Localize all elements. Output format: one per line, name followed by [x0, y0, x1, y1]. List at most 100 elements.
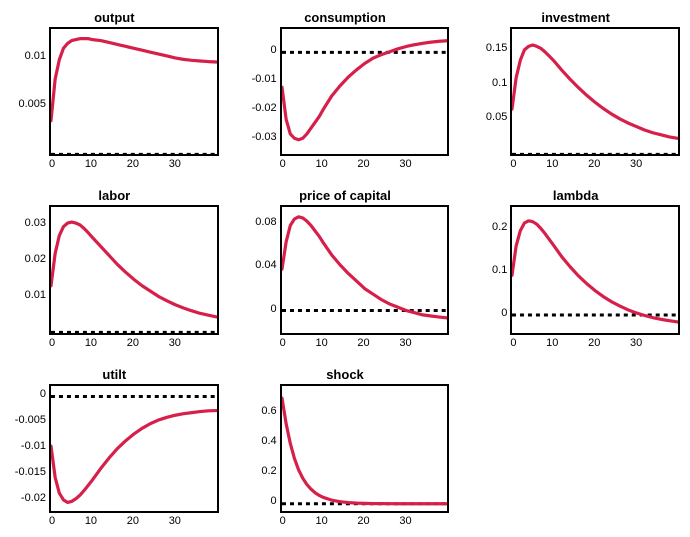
- x-axis: 0102030: [510, 156, 680, 170]
- series-line: [512, 221, 678, 322]
- y-axis: 0.2 0.1 0: [471, 205, 510, 348]
- y-tick: -0.02: [21, 493, 46, 504]
- x-axis: 0 10 20 30: [49, 156, 219, 170]
- y-axis: 0.15 0.1 0.05: [471, 27, 510, 170]
- panel-title: price of capital: [299, 188, 391, 203]
- x-tick: 0: [49, 337, 55, 349]
- x-tick: 10: [85, 337, 97, 349]
- panel-title: investment: [541, 10, 610, 25]
- y-tick: 0.15: [486, 43, 507, 54]
- x-tick: 10: [315, 337, 327, 349]
- plot-area: [49, 384, 219, 513]
- y-tick: 0.6: [261, 406, 276, 417]
- x-tick: 20: [357, 158, 369, 170]
- x-tick: 20: [357, 337, 369, 349]
- y-tick: 0: [501, 308, 507, 319]
- series-line: [282, 41, 448, 140]
- y-tick: 0.05: [486, 112, 507, 123]
- y-tick: -0.01: [21, 441, 46, 452]
- y-tick: 0.005: [18, 99, 46, 110]
- y-axis: 0 -0.005 -0.01 -0.015 -0.02: [10, 384, 49, 527]
- y-tick: -0.005: [15, 415, 46, 426]
- x-tick: 20: [127, 337, 139, 349]
- x-tick: 10: [546, 158, 558, 170]
- plot-area: [280, 384, 450, 513]
- series-line: [51, 222, 217, 317]
- y-tick: 0.2: [492, 222, 507, 233]
- x-tick: 0: [280, 158, 286, 170]
- x-axis: 0 10 20 30: [510, 335, 680, 349]
- y-tick: 0.1: [492, 78, 507, 89]
- x-tick: 30: [399, 515, 411, 527]
- y-tick: -0.02: [252, 103, 277, 114]
- x-tick: 0: [510, 337, 516, 349]
- x-tick: 20: [127, 158, 139, 170]
- x-tick: 20: [588, 158, 600, 170]
- y-tick: 0: [271, 45, 277, 56]
- panel-title: labor: [98, 188, 130, 203]
- x-tick: 30: [630, 337, 642, 349]
- panel-title: lambda: [553, 188, 599, 203]
- y-axis: 0.03 0.02 0.01: [10, 205, 49, 348]
- x-axis: 0 10 20 30: [280, 156, 450, 170]
- y-tick: 0.08: [255, 217, 276, 228]
- panel-utilt: utilt0-0.005-0.01-0.015-0.020102030: [10, 367, 219, 527]
- x-tick: 30: [169, 515, 181, 527]
- y-tick: 0.1: [492, 265, 507, 276]
- y-tick: 0.01: [25, 51, 46, 62]
- plot-area: [510, 205, 680, 334]
- plot-area: [49, 27, 219, 156]
- panel-shock: shock 0.60.40.200 10 20 30: [241, 367, 450, 527]
- x-tick: 0: [49, 158, 55, 170]
- panel-output: output 0.01 0.005 0 10 20 30: [10, 10, 219, 170]
- x-tick: 10: [85, 515, 97, 527]
- x-tick: 30: [630, 158, 642, 170]
- x-axis: 0 10 20 30: [49, 335, 219, 349]
- x-tick: 30: [169, 158, 181, 170]
- x-tick: 30: [169, 337, 181, 349]
- y-tick: 0.03: [25, 218, 46, 229]
- panel-investment: investment0.150.10.050102030: [471, 10, 680, 170]
- x-tick: 0: [49, 515, 55, 527]
- series-line: [282, 398, 448, 504]
- y-tick: 0.01: [25, 290, 46, 301]
- x-tick: 10: [315, 515, 327, 527]
- series-line: [51, 410, 217, 502]
- panel-title: utilt: [102, 367, 126, 382]
- y-axis: 0 -0.01 -0.02 -0.03: [241, 27, 280, 170]
- x-tick: 30: [399, 158, 411, 170]
- panel-lambda: lambda 0.2 0.1 0 0 10 20 30: [471, 188, 680, 348]
- y-axis: 0.60.40.20: [241, 384, 280, 527]
- y-tick: 0: [40, 389, 46, 400]
- panel-labor: labor 0.03 0.02 0.01 0 10 20 30: [10, 188, 219, 348]
- x-tick: 0: [280, 337, 286, 349]
- series-line: [512, 45, 678, 138]
- plot-area: [49, 205, 219, 334]
- panel-consumption: consumption 0 -0.01 -0.02 -0.03 0 10 20 30: [241, 10, 450, 170]
- plot-area: [510, 27, 680, 156]
- plot-area: [280, 27, 450, 156]
- y-tick: 0.2: [261, 466, 276, 477]
- y-tick: 0.04: [255, 260, 276, 271]
- x-tick: 20: [588, 337, 600, 349]
- x-tick: 30: [399, 337, 411, 349]
- panel-pk: price of capital 0.08 0.04 00 10 20 30: [241, 188, 450, 348]
- y-tick: 0.02: [25, 254, 46, 265]
- x-tick: 10: [546, 337, 558, 349]
- x-tick: 10: [85, 158, 97, 170]
- panel-title: output: [94, 10, 134, 25]
- x-tick: 20: [357, 515, 369, 527]
- plot-area: [280, 205, 450, 334]
- x-axis: 0 10 20 30: [280, 513, 450, 527]
- series-line: [282, 217, 448, 318]
- y-axis: 0.080.040: [241, 205, 280, 348]
- y-tick: -0.03: [252, 132, 277, 143]
- y-tick: -0.01: [252, 74, 277, 85]
- x-tick: 10: [315, 158, 327, 170]
- y-tick: -0.015: [15, 467, 46, 478]
- panel-title: shock: [326, 367, 364, 382]
- x-axis: 0 10 20 30: [280, 335, 450, 349]
- x-tick: 0: [280, 515, 286, 527]
- panel-title: consumption: [304, 10, 386, 25]
- x-tick: 20: [127, 515, 139, 527]
